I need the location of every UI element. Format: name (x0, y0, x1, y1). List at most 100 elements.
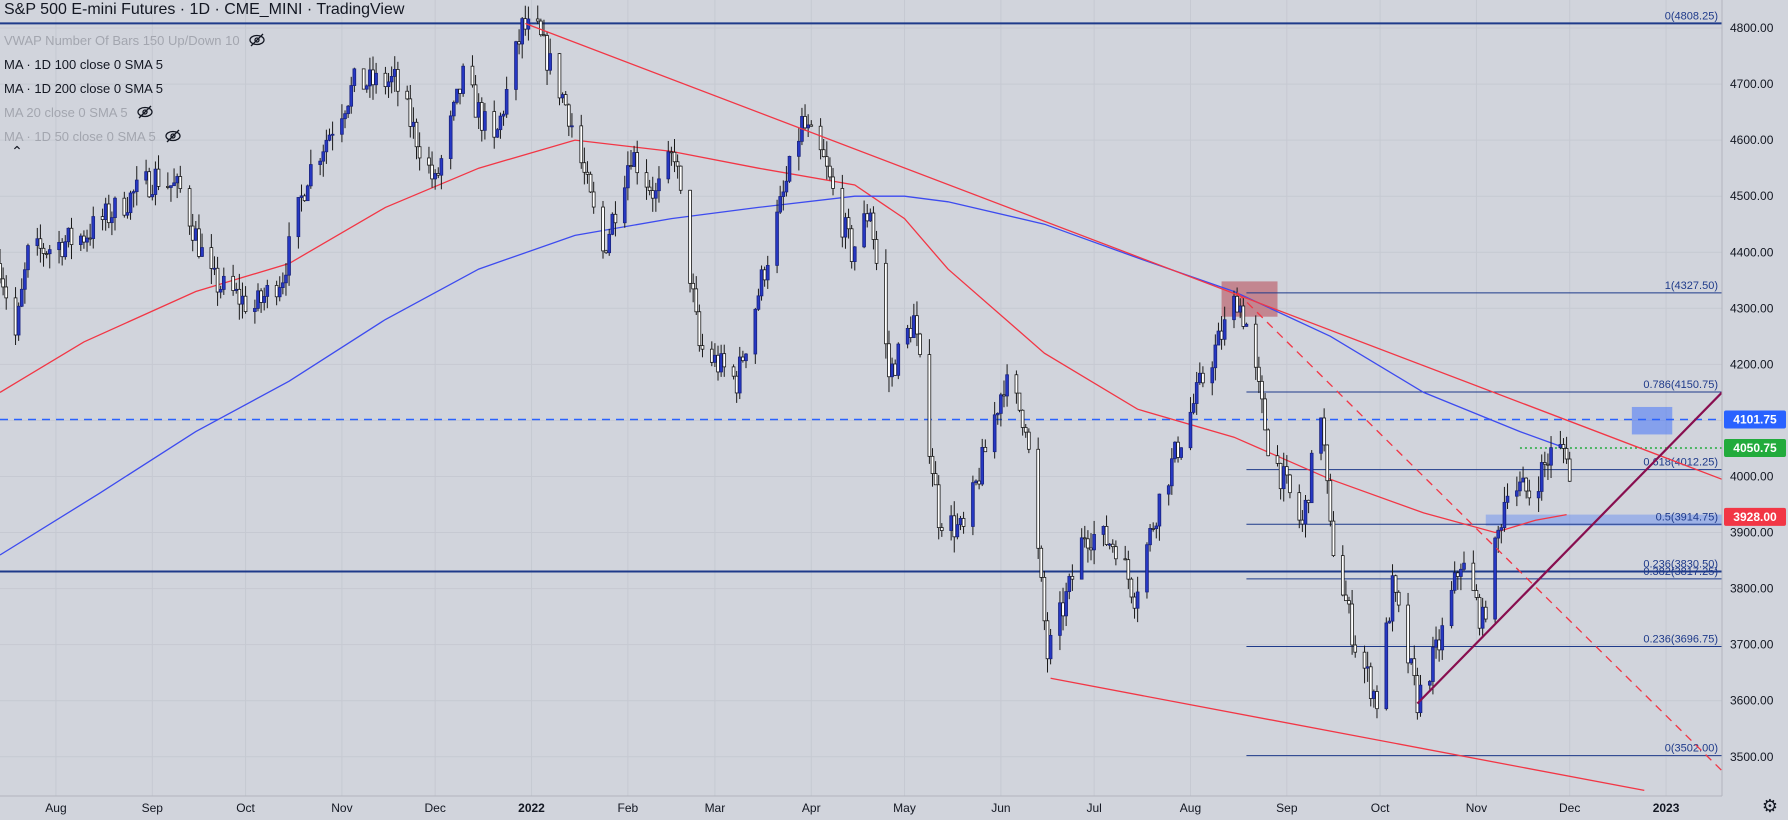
candle-body (1406, 604, 1410, 664)
candle-body (4, 286, 9, 299)
candle-body (582, 162, 587, 173)
candle-body (430, 164, 434, 180)
legend-ma-200-label: MA · 1D 200 close 0 SMA 5 (4, 80, 163, 96)
candle-body (234, 288, 239, 291)
candle-body (927, 354, 932, 457)
candle-body (1340, 555, 1345, 596)
candle-body (106, 203, 111, 224)
candle-body (1496, 529, 1501, 539)
candle-body (846, 217, 851, 230)
candle-body (884, 262, 888, 345)
candle-body (169, 185, 173, 188)
candle-body (212, 267, 217, 270)
fib-level-label: 0.382(3817.25) (1643, 566, 1718, 578)
price-tick-label: 4500.00 (1730, 189, 1774, 203)
candle-body (762, 269, 767, 281)
candle-body (977, 480, 981, 485)
candle-body (187, 188, 192, 227)
candle-body (1384, 622, 1389, 710)
candle-body (389, 76, 394, 83)
candle-body (172, 182, 176, 187)
legend-ma-100[interactable]: MA · 1D 100 close 0 SMA 5 (4, 52, 266, 76)
candle-body (1493, 537, 1497, 620)
candle-body (349, 85, 354, 107)
candle-body (1042, 577, 1047, 622)
candle-body (253, 307, 257, 312)
candle-body (1502, 501, 1507, 529)
candle-body (1462, 562, 1466, 570)
candle-body (647, 186, 652, 191)
candle-body (1387, 620, 1392, 624)
candle-body (1222, 319, 1227, 340)
candle-body (678, 165, 683, 191)
eye-off-icon[interactable] (164, 129, 182, 143)
candle-body (629, 165, 633, 167)
candle-body (1362, 651, 1367, 669)
candle-body (874, 239, 879, 264)
candle-body (775, 211, 779, 266)
candle-body (1145, 544, 1149, 593)
candle-body (1148, 528, 1152, 546)
eye-off-icon[interactable] (136, 105, 154, 119)
candle-body (1428, 681, 1432, 686)
candle-body (759, 269, 764, 297)
legend-ma-20[interactable]: MA 20 close 0 SMA 5 (4, 100, 266, 124)
time-tick-label: Oct (1371, 801, 1390, 815)
candle-body (1263, 398, 1267, 431)
candle-body (918, 333, 922, 355)
legend-ma-50[interactable]: MA · 1D 50 close 0 SMA 5 (4, 124, 266, 148)
candle-body (1309, 452, 1314, 504)
candle-body (936, 484, 941, 529)
candle-body (868, 212, 873, 222)
candle-body (778, 196, 782, 213)
candle-body (1440, 625, 1445, 651)
price-tick-label: 4600.00 (1730, 133, 1774, 147)
candle-body (1058, 602, 1062, 636)
legend-vwap[interactable]: VWAP Number Of Bars 150 Up/Down 10 (4, 28, 266, 52)
candle-body (862, 213, 866, 248)
candle-body (371, 69, 375, 86)
candle-body (908, 328, 913, 338)
candle-body (436, 173, 441, 176)
candle-body (825, 156, 829, 167)
gear-icon[interactable]: ⚙ (1761, 796, 1779, 816)
candle-body (1039, 547, 1044, 578)
legend-ma-50-label: MA · 1D 50 close 0 SMA 5 (4, 128, 156, 144)
candle-body (299, 195, 304, 198)
time-tick-label: Sep (1276, 801, 1298, 815)
trendline (1416, 391, 1722, 705)
candle-body (622, 187, 627, 224)
candle-body (563, 94, 568, 106)
candle-body (675, 161, 680, 167)
candle-body (1064, 591, 1068, 617)
moving-averages (0, 139, 1567, 556)
candle-body (893, 363, 897, 376)
candle-body (912, 315, 916, 338)
eye-off-icon[interactable] (248, 33, 266, 47)
candle-body (1017, 392, 1022, 411)
candle-body (809, 124, 814, 127)
candle-body (719, 353, 723, 373)
legend-ma-200[interactable]: MA · 1D 200 close 0 SMA 5 (4, 76, 266, 100)
candle-body (1110, 543, 1115, 548)
time-tick-label: Jul (1086, 801, 1101, 815)
candle-body (66, 227, 71, 243)
candle-body (1539, 462, 1544, 492)
candle-body (85, 237, 89, 243)
legend-ma-20-label: MA 20 close 0 SMA 5 (4, 104, 128, 120)
candle-body (122, 197, 127, 216)
trendline (1050, 677, 1645, 792)
fib-level-label: 0.236(3696.75) (1643, 633, 1718, 645)
candle-body (654, 190, 658, 199)
chevron-up-icon[interactable]: ⌃ (11, 143, 23, 159)
candle-body (23, 269, 27, 290)
candle-body (128, 192, 133, 214)
candle-body (542, 34, 546, 37)
candle-body (865, 213, 870, 222)
candle-body (1278, 462, 1283, 490)
time-tick-label: Nov (1466, 801, 1487, 815)
candle-body (330, 133, 335, 136)
candle-body (156, 168, 161, 187)
